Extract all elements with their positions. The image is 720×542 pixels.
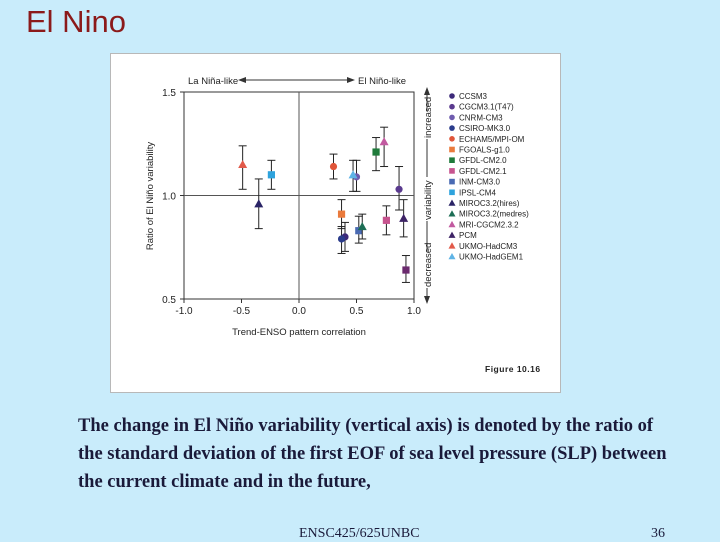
top-arrow-left-head — [238, 77, 246, 83]
legend-marker — [449, 189, 455, 196]
chart-marks: -1.0 -0.5 0.0 0.5 1.0 1.5 1.0 0.5 — [162, 88, 421, 317]
legend-marker — [449, 103, 455, 110]
data-point — [329, 162, 338, 171]
chart-legend: CCSM3 CGCM3.1(T47)CNRM-CM3 CSIRO-MK3.0 ECHA… — [448, 92, 529, 262]
legend-label: GFDL-CM2.1 — [459, 167, 507, 176]
legend-label: CNRM-CM3 — [459, 113, 503, 122]
legend-label: IPSL-CM4 — [459, 188, 496, 197]
x-tick-label: 0.0 — [292, 306, 306, 317]
right-arrow-gap-top — [422, 111, 432, 139]
x-axis-label: Trend-ENSO pattern correlation — [232, 327, 366, 338]
data-point — [348, 170, 358, 179]
data-point — [379, 137, 389, 146]
legend-marker — [449, 125, 455, 131]
legend-label: CSIRO-MK3.0 — [459, 124, 511, 133]
el-nino-label: El Niño-like — [358, 76, 406, 87]
decreased-label: decreased — [423, 243, 434, 287]
top-arrow-right-head — [347, 77, 355, 83]
data-point — [372, 148, 380, 156]
chart-figure: La Niña-like El Niño-like increased vari… — [110, 53, 561, 393]
right-arrow-gap — [422, 177, 432, 221]
data-point — [355, 227, 363, 235]
y-tick-label: 1.5 — [162, 88, 176, 99]
data-point — [238, 159, 248, 169]
legend-label: UKMO-HadCM3 — [459, 242, 518, 251]
legend-label: CGCM3.1(T47) — [459, 103, 514, 112]
legend-marker — [449, 114, 455, 121]
legend-label: FGOALS-g1.0 — [459, 146, 510, 155]
data-point — [337, 210, 346, 218]
y-axis-label: Ratio of El Niño variability — [145, 142, 156, 250]
right-arrow-bottom-head — [424, 296, 430, 304]
variability-label: variability — [423, 180, 434, 220]
right-arrow-gap-bottom — [422, 252, 432, 288]
data-point — [337, 235, 346, 243]
data-point — [382, 216, 390, 224]
legend-marker — [448, 242, 456, 249]
x-tick-label: -0.5 — [233, 306, 251, 317]
legend-label: INM-CM3.0 — [459, 178, 500, 187]
legend-label: MIROC3.2(medres) — [459, 210, 529, 219]
legend-label: CCSM3 — [459, 92, 488, 101]
right-axis-annotation: increased variability decreased — [422, 87, 434, 304]
right-arrow-top-head — [424, 87, 430, 95]
data-point — [402, 266, 410, 274]
legend-marker — [449, 168, 455, 174]
page-number: 36 — [651, 526, 665, 541]
legend-marker — [448, 220, 456, 228]
legend-marker — [449, 136, 455, 142]
legend-marker — [448, 253, 456, 260]
legend-marker — [449, 178, 455, 185]
legend-label: GFDL-CM2.0 — [459, 156, 507, 165]
legend-marker — [449, 146, 455, 153]
data-point — [254, 199, 264, 208]
legend-label: ECHAM5/MPI-OM — [459, 135, 525, 144]
x-tick-label: 0.5 — [350, 306, 364, 317]
scatter-chart: La Niña-like El Niño-like increased vari… — [145, 76, 541, 374]
legend-marker — [449, 157, 455, 163]
legend-marker — [448, 231, 456, 238]
legend-label: MIROC3.2(hires) — [459, 199, 520, 208]
data-point — [399, 213, 409, 222]
figure-id: Figure 10.16 — [485, 364, 541, 374]
la-nina-label: La Niña-like — [188, 76, 238, 87]
slide-caption: The change in El Niño variability (verti… — [78, 416, 667, 492]
legend-marker — [449, 93, 455, 99]
legend-label: PCM — [459, 231, 477, 240]
footer-course: ENSC425/625UNBC — [299, 526, 420, 541]
data-point — [267, 171, 275, 179]
legend-label: UKMO-HadGEM1 — [459, 253, 524, 262]
legend-label: MRI-CGCM2.3.2 — [459, 220, 519, 229]
data-point — [395, 185, 403, 193]
x-tick-label: -1.0 — [175, 306, 193, 317]
y-tick-label: 1.0 — [162, 192, 176, 203]
increased-label: increased — [423, 97, 434, 138]
y-tick-label: 0.5 — [162, 295, 176, 306]
slide-title: El Nino — [26, 4, 126, 39]
legend-marker — [448, 210, 456, 217]
legend-marker — [448, 199, 456, 206]
data-point — [357, 222, 367, 231]
x-tick-label: 1.0 — [407, 306, 421, 317]
